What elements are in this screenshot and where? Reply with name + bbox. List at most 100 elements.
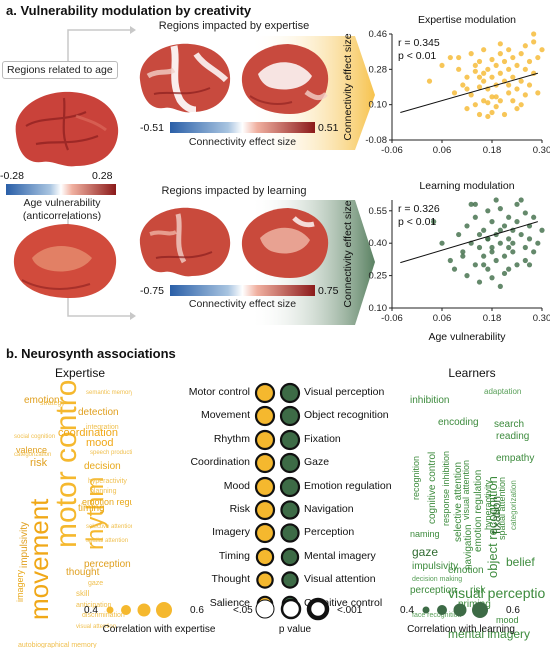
chart0-point <box>518 51 524 57</box>
expertise-cloud-word: thought <box>66 567 100 578</box>
row-circles <box>254 406 301 427</box>
chart0-ytick-label: 0.10 <box>369 100 388 111</box>
learners-cloud-word: gaze <box>412 545 439 559</box>
chart1-point <box>506 244 512 251</box>
title-regions-learning: Regions impacted by learning <box>161 185 307 197</box>
chart0-point <box>497 51 503 57</box>
learners-cloud-word: navigation <box>463 524 474 570</box>
chart0-ytick-label: -0.08 <box>365 135 387 146</box>
chart1-point <box>510 240 516 246</box>
chart1-point <box>476 231 483 238</box>
expertise-cloud-word: planning <box>90 488 117 495</box>
learners-cloud-word: impulsivity <box>412 561 459 572</box>
learners-cloud-word: face recognition <box>412 612 462 619</box>
expertise-cloud-word: imagery <box>15 569 25 602</box>
learners-cloud-word: response inhibition <box>441 450 451 526</box>
row-right-label: Gaze <box>304 456 330 469</box>
learning-circle <box>279 476 301 497</box>
chart0-point <box>464 74 470 80</box>
chart1-point <box>485 266 491 272</box>
expertise-cloud-word: skill <box>76 589 90 598</box>
chart1-ylabel: Connectivity effect size <box>342 200 354 307</box>
row-left-label: Coordination <box>190 456 250 469</box>
chart0-point <box>476 111 483 118</box>
row-circles <box>254 453 301 474</box>
chart1-point <box>539 227 545 233</box>
row-circles <box>256 571 299 589</box>
learning-circle <box>279 453 301 474</box>
chart0-point <box>472 102 478 108</box>
chart0-point <box>514 62 520 69</box>
chart0-point <box>485 66 491 72</box>
row-right-label: Object recognition <box>304 409 389 422</box>
expertise-cloud-word: valence <box>16 445 48 455</box>
row-right-label: Fixation <box>304 432 341 445</box>
chart0-point <box>472 62 478 69</box>
legend-p-circles <box>255 597 330 621</box>
chart1-point <box>468 201 474 207</box>
chart0-title: Expertise modulation <box>418 14 516 26</box>
learners-cloud-word: decision making <box>412 576 463 583</box>
expertise-colorbar <box>170 122 315 133</box>
learn-cbar-label: Connectivity effect size <box>188 298 297 310</box>
legend-p-lt001: <.001 <box>337 605 363 616</box>
expertise-circle <box>254 523 276 544</box>
chart0-point <box>464 105 470 112</box>
chart1-xtick-label: 0.06 <box>433 313 452 324</box>
chart1-point <box>514 201 520 207</box>
chart0-xtick-label: 0.18 <box>483 145 502 156</box>
learners-cloud-word: encoding <box>438 417 479 428</box>
chart0-point <box>518 78 524 84</box>
expertise-cloud-word: emotion <box>24 395 60 406</box>
chart0-point <box>510 54 516 61</box>
learners-cloud-word: inhibition <box>410 395 450 406</box>
chart0-point <box>535 54 541 61</box>
chart0-point <box>468 92 474 98</box>
chart1-xtick-label: 0.18 <box>483 313 502 324</box>
chart1-point <box>522 257 528 264</box>
learners-cloud-word: search <box>494 419 525 430</box>
chart1-point <box>514 219 520 225</box>
legend-learn-label: Correlation with learning <box>407 624 515 635</box>
legend-p-label: p value <box>278 624 312 635</box>
chart1-point <box>476 279 483 285</box>
chart0-point <box>485 100 491 106</box>
learning-colorbar <box>170 285 315 296</box>
chart1-point <box>460 249 466 255</box>
expertise-cloud-word: perception <box>84 559 131 570</box>
chart0-xtick-label: -0.06 <box>381 145 403 156</box>
chart1-point <box>481 227 487 233</box>
chart0-point <box>489 109 495 116</box>
expertise-cloud-word: visual attention <box>76 624 117 630</box>
learning-circle <box>280 500 300 520</box>
learners-cloud-word: hyperactivity <box>483 479 493 530</box>
chart0-ytick-label: 0.28 <box>369 64 388 75</box>
chart1-point <box>526 236 533 242</box>
chart1-point <box>501 270 508 277</box>
expertise-circle <box>254 499 276 521</box>
chart1-point <box>506 214 512 220</box>
learning-circle <box>280 547 300 566</box>
chart0-point <box>539 47 545 53</box>
learners-word-cloud: visual perception object recognition fixat… <box>404 380 546 648</box>
chart1-stat-r: r = 0.326 <box>398 203 440 215</box>
chart1-ytick-label: 0.55 <box>369 206 388 217</box>
chart0-point <box>447 54 453 61</box>
learners-title: Learners <box>448 366 496 380</box>
learners-cloud-word: perception <box>410 585 457 596</box>
brain-expertise-medial <box>241 44 329 114</box>
expertise-cloud-word: integration <box>86 424 119 431</box>
chart1-point <box>497 283 503 289</box>
chart0-point <box>510 74 516 80</box>
chart1-ytick-label: 0.25 <box>369 271 388 282</box>
chart1-point <box>535 240 541 246</box>
chart0-point <box>518 102 524 108</box>
scatter-expertise: Expertise modulation -0.06 0.06 0.18 0.30 -0.… <box>342 14 550 156</box>
chart0-point <box>526 82 533 88</box>
chart1-point <box>510 249 516 255</box>
chart0-point <box>481 70 487 76</box>
legend-p-lt05: <.05 <box>233 605 253 616</box>
chart1-point <box>506 266 512 272</box>
learners-cloud-word: spatial attention <box>497 476 507 540</box>
row-circles <box>254 476 301 497</box>
